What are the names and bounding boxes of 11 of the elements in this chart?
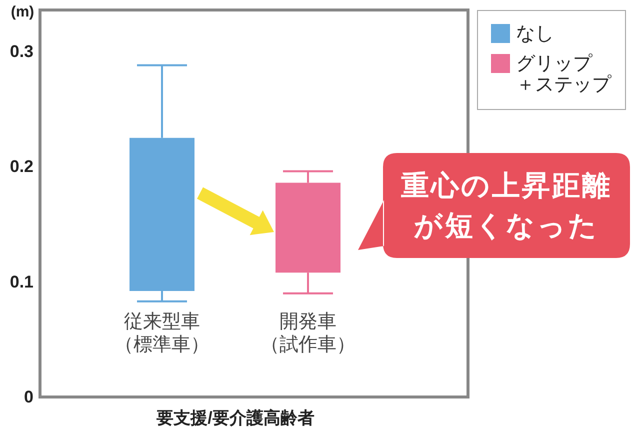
annotation: 重心の上昇距離が短くなった [400,170,612,241]
y-axis-title: (m) [10,4,34,20]
y-tick-label: 0.3 [10,42,34,61]
legend-label: なし [516,24,554,44]
y-tick-label: 0.2 [10,157,34,176]
legend-label: グリップ＋ステップ [516,54,612,96]
y-tick-label: 0.1 [10,272,34,292]
x-axis-title: 要支援/要介護高齢者 [156,408,314,428]
x-tick-label: 開発車（試作車） [260,312,356,356]
y-tick-label: 0 [24,388,34,406]
x-tick-label: 従来型車（標準車） [114,312,210,356]
